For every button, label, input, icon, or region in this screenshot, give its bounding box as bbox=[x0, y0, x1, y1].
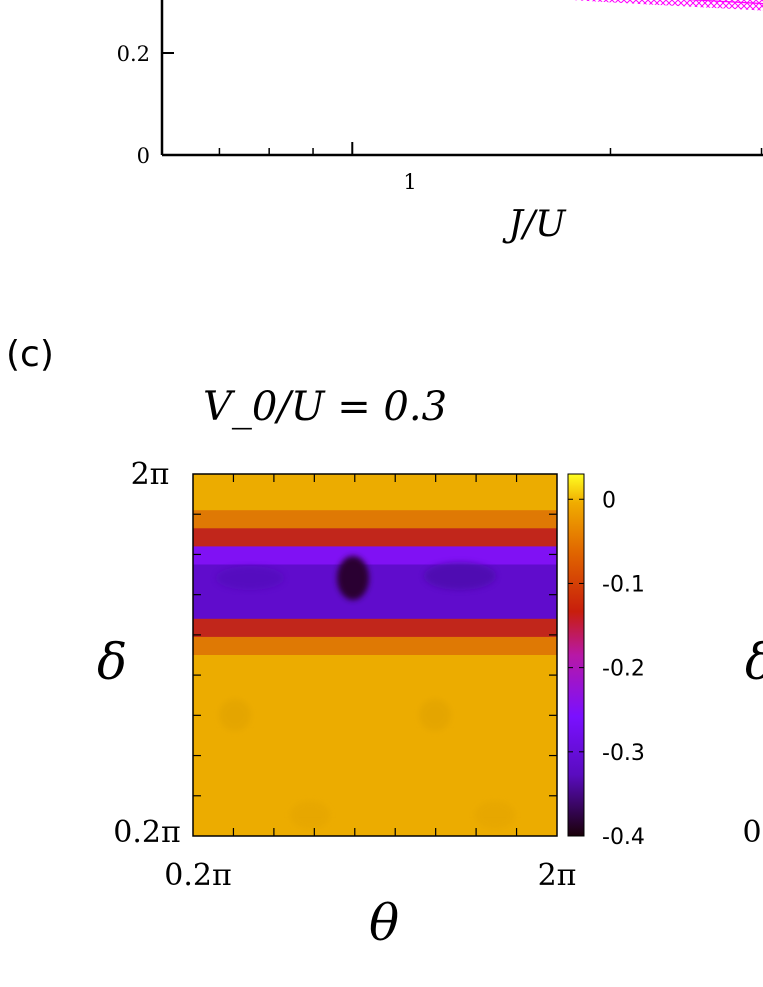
colorbar-tick-label: 0 bbox=[602, 488, 616, 513]
colorbar-tick-label: -0.3 bbox=[602, 741, 645, 766]
heatmap-y-axis-label: δ bbox=[97, 633, 127, 691]
heatmap-features bbox=[216, 556, 515, 829]
heatmap-row bbox=[193, 636, 557, 656]
heatmap-row bbox=[193, 781, 557, 801]
heatmap-ytick-top: 2π bbox=[131, 457, 170, 492]
heatmap-row bbox=[193, 528, 557, 547]
colorbar-tick-label: -0.2 bbox=[602, 657, 645, 682]
panel-b-plot: 0.2 0 1 J/U bbox=[117, 0, 763, 245]
heatmap-ytick-bottom: 0.2π bbox=[113, 815, 180, 850]
heatmap-row bbox=[193, 618, 557, 638]
heatmap-x-axis-label: θ bbox=[369, 894, 399, 952]
heatmap-faint-spot-3 bbox=[290, 801, 330, 829]
heatmap bbox=[192, 473, 558, 837]
colorbar-tick-label: -0.4 bbox=[602, 825, 645, 850]
heatmap-row bbox=[193, 600, 557, 620]
heatmap-row bbox=[193, 546, 557, 566]
heatmap-frame bbox=[192, 473, 558, 837]
heatmap-faint-spot-4 bbox=[475, 801, 515, 829]
b-xtick-label-1: 1 bbox=[403, 170, 416, 194]
partial-right-ytick: 0 bbox=[742, 815, 761, 850]
b-ytick-label-0: 0 bbox=[137, 144, 150, 168]
colorbar: 0 -0.1 -0.2 -0.3 -0.4 bbox=[567, 473, 645, 850]
partial-right-y-label: δ bbox=[745, 633, 763, 691]
b-series-0-band bbox=[572, 0, 763, 11]
panel-c-label: (c) bbox=[6, 334, 54, 375]
colorbar-tick-label: -0.1 bbox=[602, 572, 645, 597]
colorbar-gradient bbox=[567, 473, 585, 837]
heatmap-left-trough bbox=[216, 566, 284, 590]
heatmap-ticks bbox=[193, 474, 557, 836]
b-minor-ticks bbox=[161, 142, 763, 155]
heatmap-row bbox=[193, 492, 557, 511]
heatmap-faint-spot-1 bbox=[219, 699, 251, 731]
heatmap-row bbox=[193, 745, 557, 765]
heatmap-title: V_0/U = 0.3 bbox=[203, 384, 447, 430]
heatmap-row bbox=[193, 691, 557, 710]
panel-b-series-group bbox=[572, 0, 763, 11]
heatmap-row bbox=[193, 655, 557, 674]
heatmap-cells bbox=[193, 474, 557, 836]
heatmap-row bbox=[193, 763, 557, 783]
heatmap-xtick-left: 0.2π bbox=[164, 858, 231, 893]
colorbar-ticks: 0 -0.1 -0.2 -0.3 -0.4 bbox=[568, 488, 645, 850]
heatmap-row bbox=[193, 799, 557, 819]
heatmap-row bbox=[193, 817, 557, 836]
heatmap-xtick-right: 2π bbox=[538, 858, 577, 893]
heatmap-secondary-trough bbox=[424, 562, 496, 590]
heatmap-row bbox=[193, 474, 557, 493]
heatmap-row bbox=[193, 510, 557, 529]
b-ytick-label-0.2: 0.2 bbox=[117, 42, 150, 66]
heatmap-row bbox=[193, 727, 557, 747]
heatmap-faint-spot-2 bbox=[419, 699, 451, 731]
heatmap-row bbox=[193, 709, 557, 728]
heatmap-minimum-spot bbox=[337, 556, 369, 600]
heatmap-row bbox=[193, 673, 557, 692]
b-x-axis-label: J/U bbox=[502, 204, 568, 245]
